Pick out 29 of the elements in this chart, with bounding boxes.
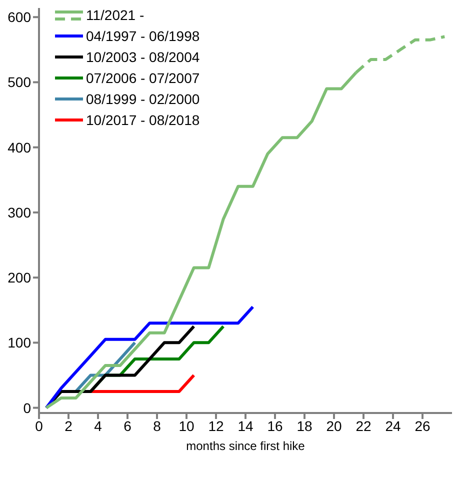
x-tick-label: 14 <box>238 418 254 434</box>
x-tick-label: 20 <box>326 418 342 434</box>
x-tick-label: 22 <box>356 418 372 434</box>
y-tick-label: 600 <box>8 9 32 26</box>
legend-label: 07/2006 - 07/2007 <box>86 70 200 86</box>
y-tick-label: 400 <box>8 139 32 156</box>
x-tick-label: 18 <box>296 418 312 434</box>
x-axis-title: months since first hike <box>186 439 306 453</box>
x-tick-label: 10 <box>178 418 194 434</box>
x-tick-label: 16 <box>267 418 283 434</box>
line-series <box>44 305 254 410</box>
y-tick-label: 0 <box>23 400 32 416</box>
y-tick-label: 100 <box>8 334 32 351</box>
x-tick-label: 8 <box>153 418 162 434</box>
legend-label: 11/2021 - <box>86 6 144 22</box>
x-tick-label: 0 <box>35 418 44 434</box>
x-tick-label: 26 <box>414 418 430 434</box>
legend-label: 10/2017 - 08/2018 <box>86 112 200 128</box>
legend-label: 08/1999 - 02/2000 <box>86 90 200 106</box>
y-tick-label: 300 <box>8 204 32 220</box>
x-tick-label: 6 <box>124 418 132 434</box>
legend-label: 04/1997 - 06/1998 <box>86 28 200 44</box>
x-tick-label: 4 <box>94 418 102 434</box>
x-tick-label: 2 <box>64 418 73 434</box>
y-tick-label: 500 <box>8 74 32 90</box>
x-tick-label: 24 <box>385 418 401 434</box>
legend-label: 10/2003 - 08/2004 <box>86 48 200 64</box>
x-tick-label: 12 <box>208 418 224 434</box>
y-tick-label: 200 <box>8 270 32 286</box>
